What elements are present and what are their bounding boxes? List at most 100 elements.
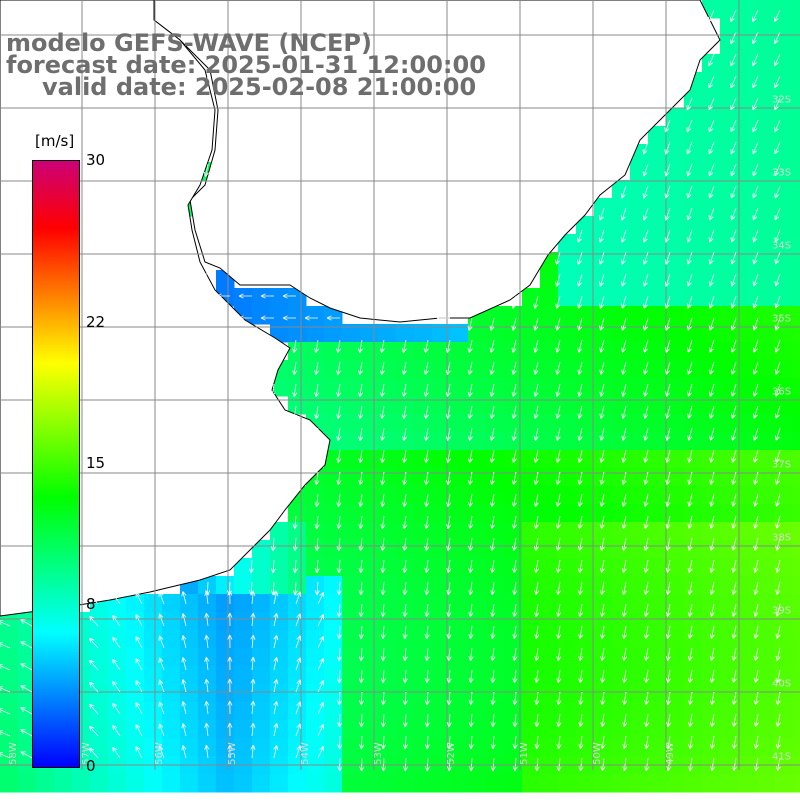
wind-arrow [358,449,364,464]
wind-arrow [295,701,302,715]
wind-speed-cell [468,774,487,793]
wind-speed-cell [468,648,487,667]
wind-arrow [359,713,365,728]
wind-speed-cell [684,486,703,505]
wind-speed-cell [774,612,793,631]
wind-speed-cell [792,522,800,541]
wind-speed-cell [594,486,613,505]
wind-arrow [424,559,430,574]
wind-speed-cell [558,576,577,595]
wind-arrow [292,581,298,596]
wind-speed-cell [756,72,775,91]
wind-speed-cell [558,594,577,613]
wind-speed-cell [0,666,19,685]
wind-speed-cell [432,630,451,649]
wind-speed-cell [252,720,271,739]
wind-arrow [292,339,298,354]
wind-arrow [577,449,583,463]
wind-speed-cell [612,540,631,559]
wind-speed-cell [180,702,199,721]
wind-arrow [687,383,693,397]
wind-arrow [227,700,233,715]
wind-speed-cell [558,774,577,793]
wind-speed-cell [720,18,739,37]
wind-speed-cell [774,558,793,577]
wind-speed-cell [738,234,757,253]
wind-speed-cell [0,684,19,703]
wind-arrow [556,603,562,618]
wind-arrow [250,590,256,605]
wind-speed-cell [162,774,181,793]
wind-arrow [775,537,781,551]
wind-speed-cell [792,108,800,127]
wind-speed-cell [612,324,631,343]
wind-speed-cell [792,396,800,415]
wind-arrow [664,163,671,177]
wind-arrow [489,471,495,486]
wind-arrow [774,361,781,375]
wind-arrow [89,615,99,627]
wind-speed-cell [684,594,703,613]
wind-arrow [337,735,343,750]
wind-arrow [401,339,407,353]
wind-arrow [664,273,671,287]
wind-arrow [112,680,121,693]
wind-arrow [642,141,649,155]
wind-arrow [490,537,496,552]
wind-speed-cell [774,54,793,73]
wind-arrow [20,619,33,627]
wind-speed-cell [756,594,775,613]
wind-speed-cell [378,486,397,505]
wind-speed-cell [468,576,487,595]
wind-arrow [709,647,715,661]
wind-speed-cell [594,432,613,451]
wind-speed-cell [756,414,775,433]
wind-arrow [686,207,693,221]
wind-arrow [402,449,408,464]
latitude-label: 41S [772,751,792,763]
wind-arrow [730,53,737,67]
wind-arrow [730,207,737,221]
wind-speed-cell [666,162,685,181]
wind-arrow [424,735,430,750]
wind-speed-cell [432,378,451,397]
wind-arrow [621,383,627,397]
wind-speed-cell [360,486,379,505]
wind-speed-cell [594,540,613,559]
wind-speed-cell [342,630,361,649]
wind-arrow [204,744,210,759]
wind-speed-cell [576,630,595,649]
wind-arrow [295,723,302,737]
wind-speed-cell [630,486,649,505]
wind-speed-cell [450,702,469,721]
wind-arrow [730,163,737,177]
wind-arrow [533,449,539,463]
wind-speed-cell [792,774,800,793]
wind-speed-cell [756,234,775,253]
wind-speed-cell [756,360,775,379]
wind-speed-cell [792,0,800,19]
wind-arrow [489,317,495,331]
wind-speed-cell [396,702,415,721]
wind-speed-cell [234,576,253,595]
wind-arrow [204,590,210,605]
wind-speed-cell [342,774,361,793]
wind-speed-cell [684,90,703,109]
wind-speed-cell [396,684,415,703]
wind-arrow [314,493,320,508]
wind-speed-cell [612,648,631,667]
wind-speed-cell [792,324,800,343]
wind-speed-cell [684,108,703,127]
wind-arrow [135,592,143,605]
wind-speed-cell [594,396,613,415]
wind-speed-cell [666,486,685,505]
wind-speed-cell [468,378,487,397]
wind-speed-cell [702,360,721,379]
wind-speed-cell [612,378,631,397]
wind-speed-cell [648,486,667,505]
wind-speed-cell [792,36,800,55]
wind-arrow [490,603,496,618]
wind-arrow [380,603,386,618]
wind-speed-cell [144,738,163,757]
wind-speed-cell [126,594,145,613]
